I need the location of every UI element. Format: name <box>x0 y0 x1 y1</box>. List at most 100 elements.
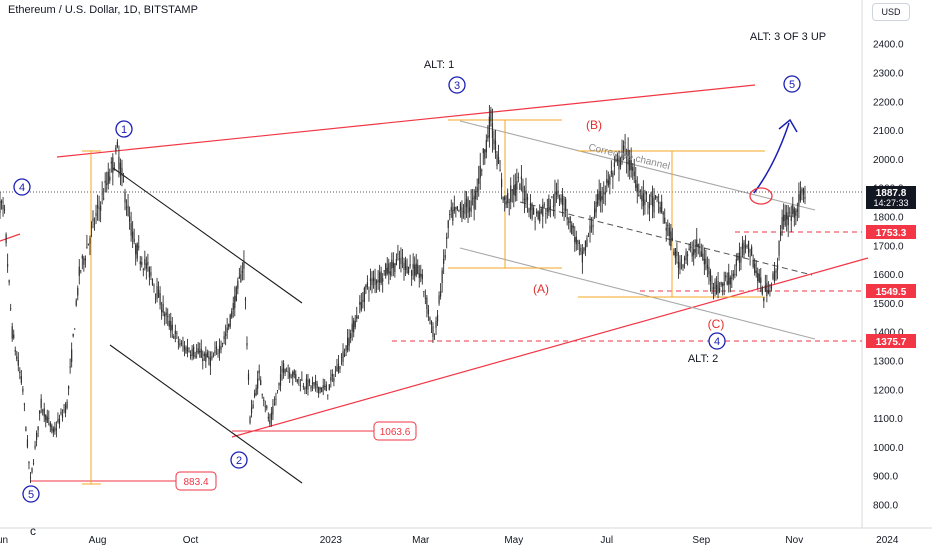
candle <box>493 130 495 150</box>
candle-body <box>304 387 306 390</box>
candle-body <box>276 390 279 392</box>
candle <box>784 204 786 227</box>
candle <box>226 317 228 340</box>
candle-body <box>539 211 541 222</box>
candle-body <box>382 278 384 282</box>
candle-body <box>164 314 166 317</box>
level-tag-883: 883.4 <box>175 471 217 491</box>
candle-body <box>186 347 189 352</box>
candle-body <box>493 138 495 145</box>
candle-body <box>568 221 570 223</box>
candle <box>150 266 152 281</box>
countdown-text: 14:27:33 <box>873 198 908 208</box>
candle <box>0 199 3 210</box>
candle-body <box>202 358 204 362</box>
candle <box>127 193 129 217</box>
currency-button[interactable]: USD <box>872 3 910 21</box>
candle <box>458 209 460 213</box>
candle-body <box>302 385 304 387</box>
candle-body <box>641 195 643 202</box>
candle <box>603 181 605 204</box>
candle <box>601 186 603 213</box>
candle-body <box>622 145 625 150</box>
candle-body <box>81 255 83 259</box>
candle <box>490 106 492 127</box>
candle <box>711 275 713 295</box>
candle-body <box>784 214 786 226</box>
candle-body <box>613 162 616 167</box>
candle <box>292 370 294 386</box>
projection-arrow-head <box>778 118 798 133</box>
candle-body <box>206 352 208 358</box>
x-tick-label: 2023 <box>320 535 343 546</box>
wave-label-5-target: 5 <box>783 75 801 93</box>
candle-body <box>411 270 413 276</box>
wave-number: 5 <box>28 489 34 501</box>
candle-body <box>260 380 262 386</box>
candle <box>517 172 519 183</box>
candle <box>42 408 44 416</box>
candle <box>305 374 308 395</box>
candle-body <box>409 264 411 267</box>
candle-body <box>58 418 61 425</box>
candle-body <box>282 363 285 373</box>
candle-body <box>64 404 67 413</box>
candle-body <box>363 287 365 303</box>
candle <box>772 271 774 281</box>
candle <box>81 254 83 270</box>
candle-body <box>473 195 475 210</box>
y-tick-label: 800.0 <box>873 501 898 512</box>
candle <box>548 194 550 217</box>
candle <box>348 329 350 352</box>
candle-body <box>475 191 477 200</box>
candle-body <box>362 300 364 302</box>
candle <box>299 379 301 392</box>
candle-body <box>636 184 638 192</box>
candle-body <box>554 192 556 207</box>
candle <box>32 459 35 466</box>
highlight-ellipse <box>749 187 773 205</box>
candle <box>456 205 458 212</box>
candle-body <box>48 417 50 419</box>
candle-body <box>581 251 583 263</box>
candle <box>758 268 760 284</box>
candle <box>278 382 280 390</box>
candle <box>113 162 115 171</box>
candle-body <box>386 267 388 274</box>
candle-body <box>20 376 22 383</box>
candle-body <box>638 195 640 197</box>
candle-body <box>148 267 151 278</box>
candle <box>717 272 719 299</box>
candle <box>584 240 587 257</box>
candle <box>289 367 291 384</box>
candle-body <box>468 207 471 211</box>
candle-body <box>52 428 54 433</box>
candle <box>415 253 417 278</box>
candle <box>577 239 579 251</box>
candle-body <box>200 348 202 358</box>
candle-body <box>330 377 332 381</box>
y-tick-label: 900.0 <box>873 472 898 483</box>
candle-body <box>467 197 469 213</box>
candle-body <box>273 403 276 405</box>
candle-body <box>664 217 666 223</box>
candle-body <box>577 240 579 242</box>
candle <box>171 316 173 338</box>
candle <box>430 320 433 334</box>
candle <box>798 182 800 218</box>
candle-body <box>392 262 394 268</box>
candle <box>472 189 474 206</box>
candle-body <box>78 266 80 276</box>
candle <box>586 235 588 248</box>
candle <box>243 250 245 281</box>
candle-body <box>470 200 472 212</box>
candle-body <box>173 336 175 339</box>
candle-body <box>656 197 658 198</box>
candle <box>394 262 396 278</box>
candle-body <box>328 384 330 391</box>
candle <box>231 308 233 319</box>
candle <box>342 343 344 367</box>
corrective-channel-upper <box>459 120 816 211</box>
